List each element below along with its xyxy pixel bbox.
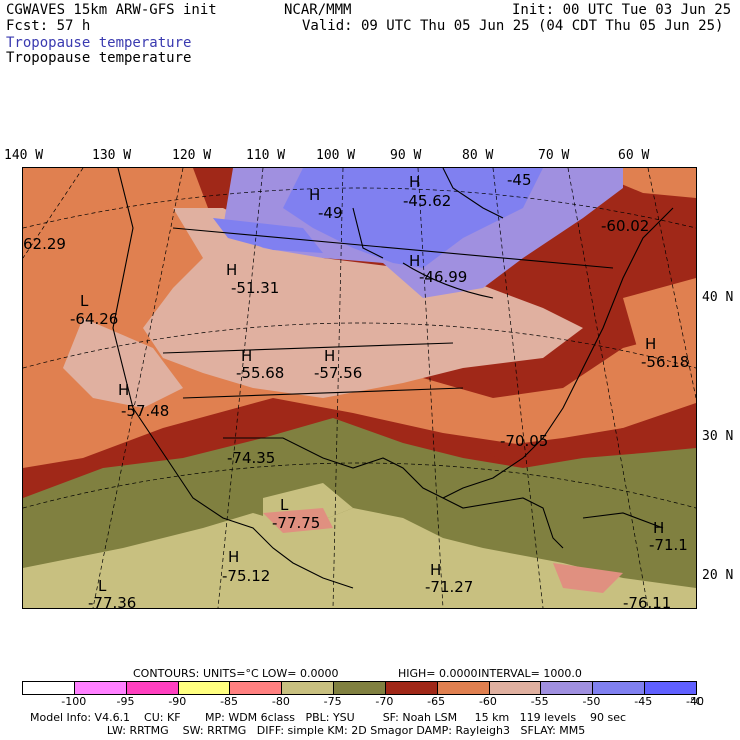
org-label: NCAR/MMM	[284, 2, 352, 18]
lon-label: 90 W	[390, 148, 422, 163]
map-label-value: -74.35	[227, 449, 275, 467]
legend-swatch	[489, 682, 542, 694]
legend-swatch	[645, 682, 696, 694]
legend-swatch	[74, 682, 127, 694]
legend-tick-label: -50	[582, 695, 601, 708]
lon-label: 80 W	[462, 148, 494, 163]
map-label-value: -57.56	[314, 364, 362, 382]
interval-label: INTERVAL= 1000.0	[478, 667, 582, 680]
model-info-line2: LW: RRTMG SW: RRTMG DIFF: simple KM: 2D …	[30, 724, 586, 737]
lon-label: 120 W	[172, 148, 212, 163]
map-label-value: -71.27	[425, 578, 473, 596]
model-info-line1: Model Info: V4.6.1 CU: KF MP: WDM 6class…	[30, 711, 627, 724]
map-label-value: -64.26	[70, 310, 118, 328]
map-label-hl: L	[98, 577, 107, 595]
legend-swatch	[282, 682, 335, 694]
legend-swatch	[178, 682, 231, 694]
legend-tick-label: -85	[220, 695, 239, 708]
legend-swatch	[541, 682, 594, 694]
map-label-value: -77.36	[88, 594, 136, 608]
legend-swatch	[334, 682, 386, 694]
legend-tick-label: -45	[634, 695, 653, 708]
contours-label: CONTOURS:	[133, 667, 200, 680]
map-label-hl: H	[228, 548, 239, 566]
legend-tick-label: -40	[686, 695, 704, 708]
map-label-value: -71.1	[649, 536, 688, 554]
legend-swatch	[126, 682, 179, 694]
field-title-colored: Tropopause temperature	[6, 35, 192, 51]
map-label-hl: H	[309, 186, 320, 204]
lon-label: 70 W	[538, 148, 570, 163]
legend-tick-label: -65	[427, 695, 446, 708]
units-label: UNITS=°C	[203, 667, 259, 680]
map-label-value: -56.18	[641, 353, 689, 371]
map-label-hl: H	[226, 261, 237, 279]
lat-label: 20 N	[702, 568, 734, 583]
lon-label: 140 W	[4, 148, 44, 163]
legend-swatch	[385, 682, 438, 694]
map-label-value: -51.31	[231, 279, 279, 297]
map-label-value: -60.02	[601, 217, 649, 235]
legend-tick-label: -80	[271, 695, 290, 708]
map-label-hl: H	[645, 335, 656, 353]
map-label-value: -45.62	[403, 192, 451, 210]
legend-tick-label: -95	[116, 695, 135, 708]
legend-swatch	[230, 682, 283, 694]
init-time: Init: 00 UTC Tue 03 Jun 25	[512, 2, 732, 18]
lon-label: 60 W	[618, 148, 650, 163]
field-title: Tropopause temperature	[6, 50, 192, 66]
legend-tick-label: -55	[530, 695, 549, 708]
map-label-hl: L	[80, 292, 89, 310]
legend-swatch	[437, 682, 490, 694]
map-label-value: -45	[507, 171, 532, 189]
legend-tick-label: -100	[61, 695, 87, 708]
legend-tick-label: -60	[478, 695, 497, 708]
map-label-hl: H	[324, 347, 335, 365]
color-legend-bar	[22, 681, 697, 695]
map-label-hl: H	[409, 173, 420, 191]
map-label-value: -76.11	[623, 594, 671, 608]
map-label-value: -46.99	[419, 268, 467, 286]
map-label-value: -55.68	[236, 364, 284, 382]
model-title: CGWAVES 15km ARW-GFS init	[6, 2, 217, 18]
forecast-hour: Fcst: 57 h	[6, 18, 91, 34]
lon-label: 110 W	[246, 148, 286, 163]
map-label-hl: H	[430, 561, 441, 579]
legend-tick-label: -70	[375, 695, 394, 708]
lat-label: 30 N	[702, 429, 734, 444]
map-label-hl: L	[280, 496, 289, 514]
valid-time: Valid: 09 UTC Thu 05 Jun 25 (04 CDT Thu …	[302, 18, 724, 34]
high-label: HIGH= 0.0000	[398, 667, 478, 680]
map-label-value: -75.12	[222, 567, 270, 585]
tropopause-temperature-map: H -49 H -45.62 -45 62.29 -60.02 H -51.31…	[22, 167, 697, 609]
lat-label: 40 N	[702, 290, 734, 305]
legend-swatch	[593, 682, 646, 694]
colorbar-unit: °C	[690, 695, 704, 708]
map-label-hl: H	[653, 519, 664, 537]
lon-label: 100 W	[316, 148, 356, 163]
map-label-value: -77.75	[272, 514, 320, 532]
map-label-value: -70.05	[500, 432, 548, 450]
map-label-value: -57.48	[121, 402, 169, 420]
legend-swatch	[23, 682, 75, 694]
map-label-value: 62.29	[23, 235, 66, 253]
map-label-hl: H	[409, 252, 420, 270]
map-label-hl: H	[241, 347, 252, 365]
low-label: LOW= 0.0000	[262, 667, 339, 680]
map-label-value: -49	[318, 204, 343, 222]
legend-tick-label: -75	[323, 695, 342, 708]
lon-label: 130 W	[92, 148, 132, 163]
legend-tick-label: -90	[168, 695, 187, 708]
map-label-hl: H	[118, 381, 129, 399]
